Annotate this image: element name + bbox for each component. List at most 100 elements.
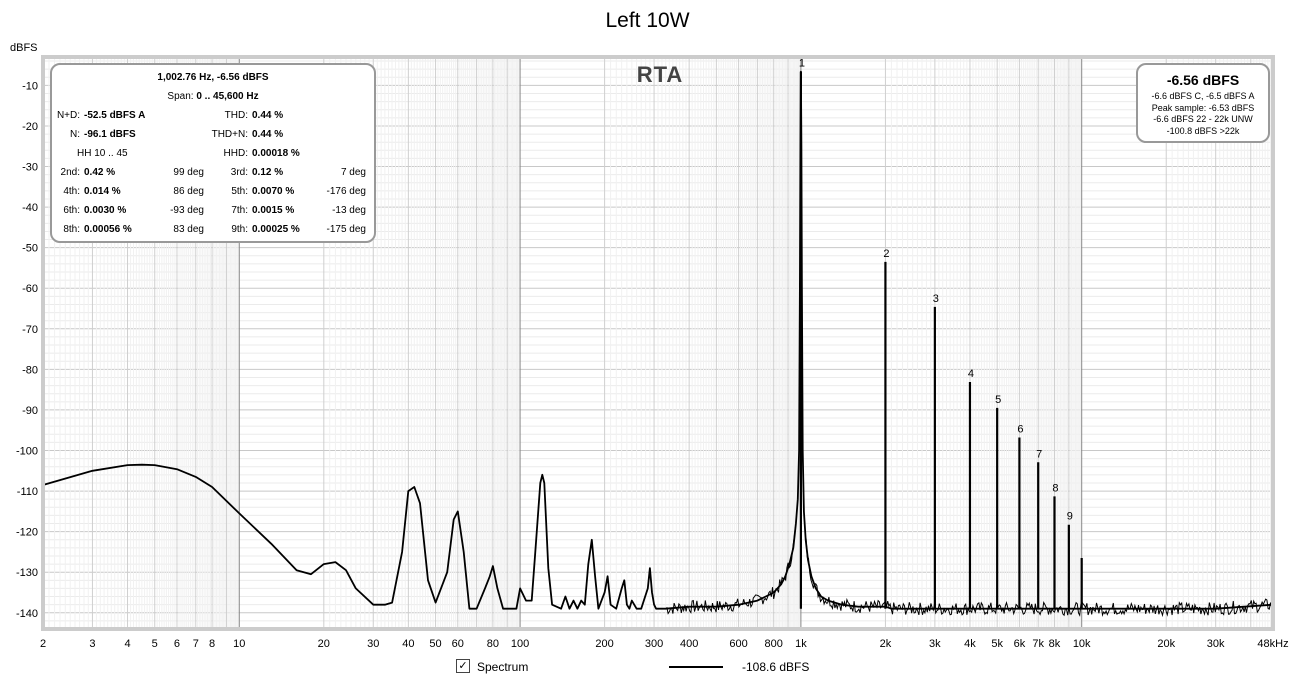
n-label: N: [70, 129, 80, 140]
harmonic-phase: 83 deg [173, 224, 204, 235]
level-value: -6.56 dBFS [1166, 72, 1240, 88]
x-tick-label: 80 [487, 638, 499, 650]
x-tick-label: 5 [152, 638, 158, 650]
nd-value: -52.5 dBFS A [84, 110, 146, 121]
noise-floor [665, 527, 1274, 618]
y-tick-label: -40 [22, 202, 38, 214]
harmonic-percent: 0.00056 % [84, 224, 132, 235]
x-tick-label: 20k [1157, 638, 1175, 650]
y-axis-unit-label: dBFS [10, 42, 38, 54]
harmonic-percent: 0.42 % [84, 167, 116, 178]
x-tick-label: 7k [1032, 638, 1044, 650]
plot-frame [41, 55, 1275, 631]
hhd-label: HHD: [223, 148, 248, 159]
harmonic-phase: 86 deg [173, 186, 204, 197]
x-tick-label: 30 [367, 638, 379, 650]
harmonic-order-label: 3rd: [230, 167, 248, 178]
distortion-info-box: 1,002.76 Hz, -6.56 dBFS Span: 0 .. 45,60… [50, 63, 376, 243]
x-tick-label: 10 [233, 638, 245, 650]
rta-label: RTA [636, 62, 684, 87]
x-tick-label: 10k [1073, 638, 1091, 650]
x-tick-label: 4k [964, 638, 976, 650]
legend-level-value: -108.6 dBFS [742, 660, 810, 674]
x-tick-label: 300 [645, 638, 663, 650]
span-value: 0 .. 45,600 Hz [196, 91, 259, 102]
spectrum-checkbox-label[interactable]: Spectrum [477, 660, 529, 674]
x-tick-label: 400 [680, 638, 698, 650]
spectrum-checkbox[interactable]: ✓ [456, 659, 470, 673]
peak-readout: 1,002.76 Hz, -6.56 dBFS [157, 72, 269, 83]
y-tick-label: -140 [16, 608, 38, 620]
thdn-label: THD+N: [211, 129, 248, 140]
harmonic-percent: 0.12 % [252, 167, 284, 178]
y-tick-label: -30 [22, 162, 38, 174]
harmonic-percent: 0.0070 % [252, 186, 295, 197]
harmonic-order-label: 8th: [63, 224, 80, 235]
harmonic-phase: -176 deg [326, 186, 366, 197]
level-weighted: -6.6 dBFS C, -6.5 dBFS A [1151, 91, 1255, 101]
x-tick-label: 6 [174, 638, 180, 650]
harmonic-order-label: 6th: [63, 205, 80, 216]
harmonic-label: 7 [1036, 448, 1042, 460]
legend-line-swatch [669, 666, 723, 668]
x-tick-label: 600 [729, 638, 747, 650]
harmonic-order-label: 2nd: [60, 167, 80, 178]
y-tick-label: -20 [22, 121, 38, 133]
x-tick-label: 8k [1049, 638, 1061, 650]
chart-title: Left 10W [605, 9, 690, 32]
y-tick-label: -70 [22, 324, 38, 336]
x-tick-label: 60 [452, 638, 464, 650]
y-tick-label: -110 [17, 486, 38, 498]
y-tick-label: -130 [16, 567, 38, 579]
y-tick-label: -100 [16, 446, 38, 458]
x-tick-label: 4 [124, 638, 130, 650]
harmonic-phase: -13 deg [332, 205, 366, 216]
harmonic-phase: -93 deg [170, 205, 204, 216]
harmonic-phase: -175 deg [326, 224, 366, 235]
x-tick-label: 6k [1014, 638, 1026, 650]
harmonic-label: 3 [933, 293, 939, 305]
harmonic-phase: 99 deg [173, 167, 204, 178]
level-above-22k: -100.8 dBFS >22k [1166, 125, 1240, 136]
harmonic-label: 4 [968, 368, 974, 380]
y-tick-label: -120 [16, 527, 38, 539]
harmonic-phase: 7 deg [340, 167, 366, 178]
hh-label: HH 10 .. 45 [77, 148, 128, 159]
x-tick-label: 8 [209, 638, 215, 650]
x-tick-label: 40 [402, 638, 414, 650]
thd-value: 0.44 % [252, 110, 284, 121]
thdn-value: 0.44 % [252, 129, 284, 140]
harmonic-label: 2 [883, 248, 889, 260]
x-tick-label: 50 [429, 638, 441, 650]
harmonic-percent: 0.014 % [84, 186, 121, 197]
nd-label: N+D: [56, 110, 80, 121]
level-box: -6.56 dBFS -6.6 dBFS C, -6.5 dBFS A Peak… [1136, 63, 1270, 143]
harmonic-percent: 0.0030 % [84, 205, 127, 216]
y-tick-label: -10 [22, 80, 38, 92]
harmonic-percent: 0.00025 % [252, 224, 300, 235]
x-tick-label: 2 [40, 638, 46, 650]
x-tick-label: 7 [193, 638, 199, 650]
x-tick-label: 200 [595, 638, 613, 650]
x-tick-label: 1k [795, 638, 807, 650]
y-axis: -10 -20 -30 -40 -50 -60 -70 -80 -90 -100 -110 -120 -… [16, 80, 38, 619]
hhd-value: 0.00018 % [252, 148, 300, 159]
x-tick-label: 20 [318, 638, 330, 650]
level-peak-sample: Peak sample: -6.53 dBFS [1151, 102, 1255, 113]
y-tick-label: -60 [22, 283, 38, 295]
x-tick-label: 48kHz [1257, 638, 1288, 650]
x-tick-label: 3k [929, 638, 941, 650]
y-tick-label: -90 [22, 405, 38, 417]
harmonic-label: 6 [1017, 424, 1023, 436]
thd-label: THD: [224, 110, 248, 121]
n-value: -96.1 dBFS [84, 129, 136, 140]
harmonic-order-label: 7th: [231, 205, 248, 216]
harmonic-percent: 0.0015 % [252, 205, 295, 216]
harmonic-label: 1 [799, 58, 805, 70]
x-tick-label: 30k [1207, 638, 1225, 650]
x-tick-label: 2k [880, 638, 892, 650]
x-tick-label: 800 [765, 638, 783, 650]
x-tick-label: 5k [991, 638, 1003, 650]
harmonic-label: 5 [995, 394, 1001, 406]
